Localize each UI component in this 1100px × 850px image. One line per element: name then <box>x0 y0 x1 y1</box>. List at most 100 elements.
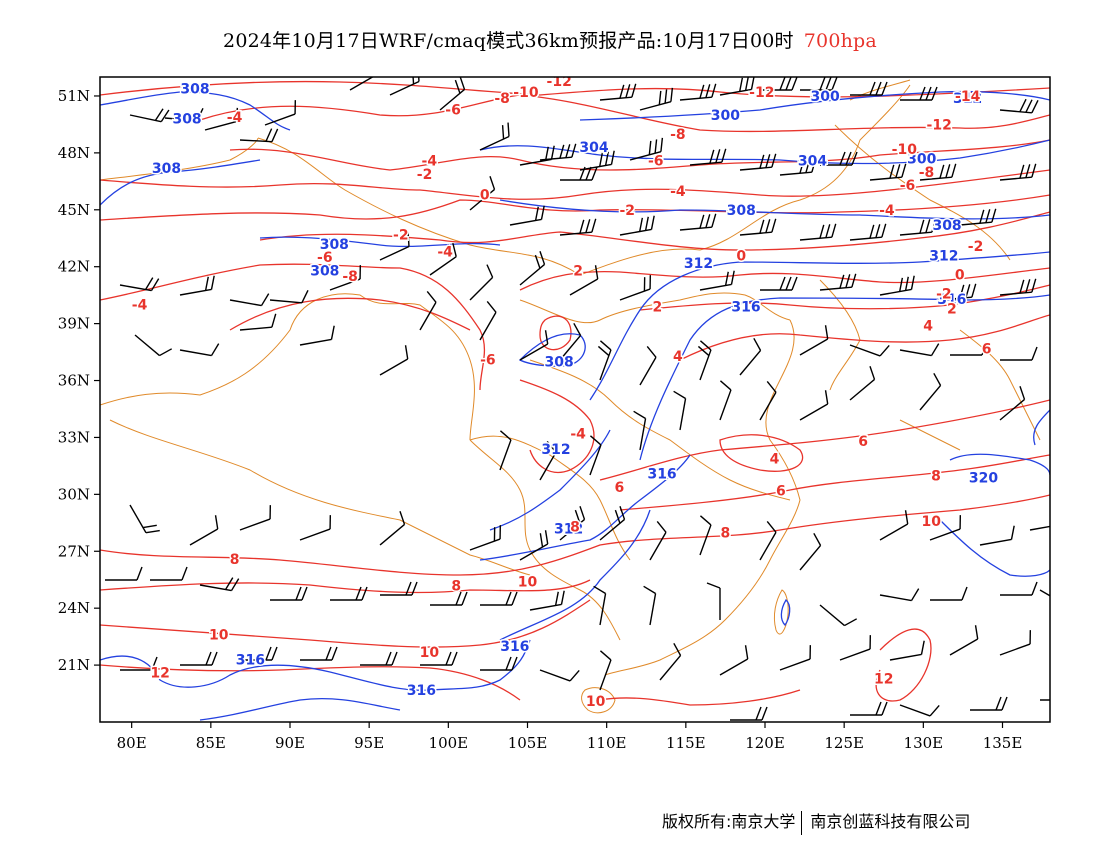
temperature-label: 10 <box>518 575 538 591</box>
copyright-divider <box>801 810 803 835</box>
lon-tick-label: 100E <box>429 734 469 752</box>
temperature-label: -2 <box>619 203 635 219</box>
wind-barb <box>799 223 837 241</box>
wind-barb <box>264 100 297 126</box>
map-title: 2024年10月17日WRF/cmaq模式36km预报产品:10月17日00时 7… <box>0 26 1100 53</box>
wind-barb <box>889 640 925 661</box>
temperature-label: 8 <box>230 552 240 568</box>
temperature-label: -12 <box>547 74 572 90</box>
central-provinces <box>529 359 791 501</box>
lat-tick-label: 21N <box>58 656 90 674</box>
wind-barb <box>850 701 888 716</box>
wind-barb <box>479 301 497 341</box>
temperature-label: 6 <box>614 480 624 496</box>
wind-barb <box>849 223 887 241</box>
wind-barb <box>799 390 829 421</box>
isoheight-line <box>479 139 1050 165</box>
lat-tick-label: 36N <box>58 372 90 390</box>
wind-barb <box>559 218 597 236</box>
wind-barb <box>779 645 812 671</box>
wind-barb <box>869 163 907 181</box>
isoheight-line <box>499 509 651 641</box>
wind-barb <box>959 208 997 226</box>
isotherm-line <box>229 139 1050 171</box>
wind-barb <box>739 218 777 236</box>
wind-barb <box>719 77 755 96</box>
wind-barb <box>1000 581 1038 596</box>
wind-barb <box>639 346 657 386</box>
geopotential-label: 300 <box>907 152 936 168</box>
wind-barb <box>689 148 727 166</box>
hainan-island <box>581 687 616 714</box>
wind-barb <box>389 77 420 96</box>
temperature-label: -8 <box>919 165 935 181</box>
wind-barb <box>229 293 270 307</box>
east-coast <box>604 319 801 676</box>
geopotential-label: 312 <box>953 91 982 107</box>
wind-barb <box>204 107 239 131</box>
geopotential-label: 316 <box>647 466 676 482</box>
wind-barb <box>469 525 502 551</box>
wind-barb <box>270 586 308 601</box>
wind-barb <box>1040 699 1050 701</box>
longitude-axis: 80E 85E 90E 95E 100E 105E 110E 115E 120E 125E 130E… <box>117 722 1023 752</box>
wind-barb <box>706 582 721 620</box>
isoheight-line <box>579 90 1050 121</box>
wind-barb <box>679 83 717 101</box>
wind-barb <box>134 334 173 357</box>
isoheight-line <box>479 454 691 561</box>
lon-tick-label: 125E <box>824 734 864 752</box>
yunnan-border <box>469 439 621 641</box>
isotherm-line <box>199 94 1050 133</box>
wind-barb <box>419 291 437 331</box>
temperature-label: -10 <box>892 142 918 158</box>
wind-barb <box>379 511 406 546</box>
isoheight-line <box>499 199 1050 220</box>
lon-tick-label: 135E <box>983 734 1023 752</box>
isotherm-line <box>100 263 486 391</box>
temperature-label: -14 <box>955 89 981 105</box>
wind-barb <box>589 435 602 476</box>
wind-barb <box>939 283 977 301</box>
temperature-label: -6 <box>648 153 664 169</box>
temperature-label: 12 <box>874 671 893 687</box>
copyright-owner: 版权所有:南京大学 <box>662 812 796 831</box>
lat-tick-label: 30N <box>58 485 90 503</box>
isotherm-line <box>875 628 932 702</box>
wind-barb <box>539 441 557 481</box>
temperature-label: -8 <box>670 127 686 143</box>
geopotential-label: 308 <box>172 112 201 128</box>
wind-barb <box>239 505 272 531</box>
geopotential-label: 316 <box>731 300 760 316</box>
temperature-label: 2 <box>652 300 662 316</box>
wind-barb <box>1029 523 1050 531</box>
wind-barb <box>129 108 170 123</box>
geopotential-label: 312 <box>684 256 713 272</box>
wind-barb <box>929 515 962 541</box>
lon-tick-label: 80E <box>117 734 147 752</box>
wind-barb <box>800 77 838 91</box>
wind-barb <box>499 430 512 471</box>
isoheight-line <box>780 599 791 627</box>
wind-barb <box>299 325 335 346</box>
isotherm-line <box>100 664 521 701</box>
wind-barb <box>569 265 599 296</box>
wind-barb <box>819 604 858 627</box>
geopotential-label: 312 <box>929 248 958 264</box>
wind-barb <box>839 635 872 661</box>
temperature-label: -4 <box>879 203 895 219</box>
isotherm-line <box>100 494 1050 576</box>
temperature-label: -8 <box>342 269 358 285</box>
lon-tick-label: 90E <box>275 734 305 752</box>
map-title-level: 700hpa <box>803 30 877 52</box>
isotherm-line <box>519 267 1050 291</box>
wind-barb <box>189 515 219 546</box>
map-frame <box>99 76 1051 723</box>
temperature-label: -4 <box>227 110 243 126</box>
geopotential-label: 304 <box>579 140 608 156</box>
wind-barb <box>633 410 647 451</box>
wind-barb <box>1039 589 1050 607</box>
wind-barb <box>899 218 937 236</box>
wind-barb <box>379 232 410 261</box>
